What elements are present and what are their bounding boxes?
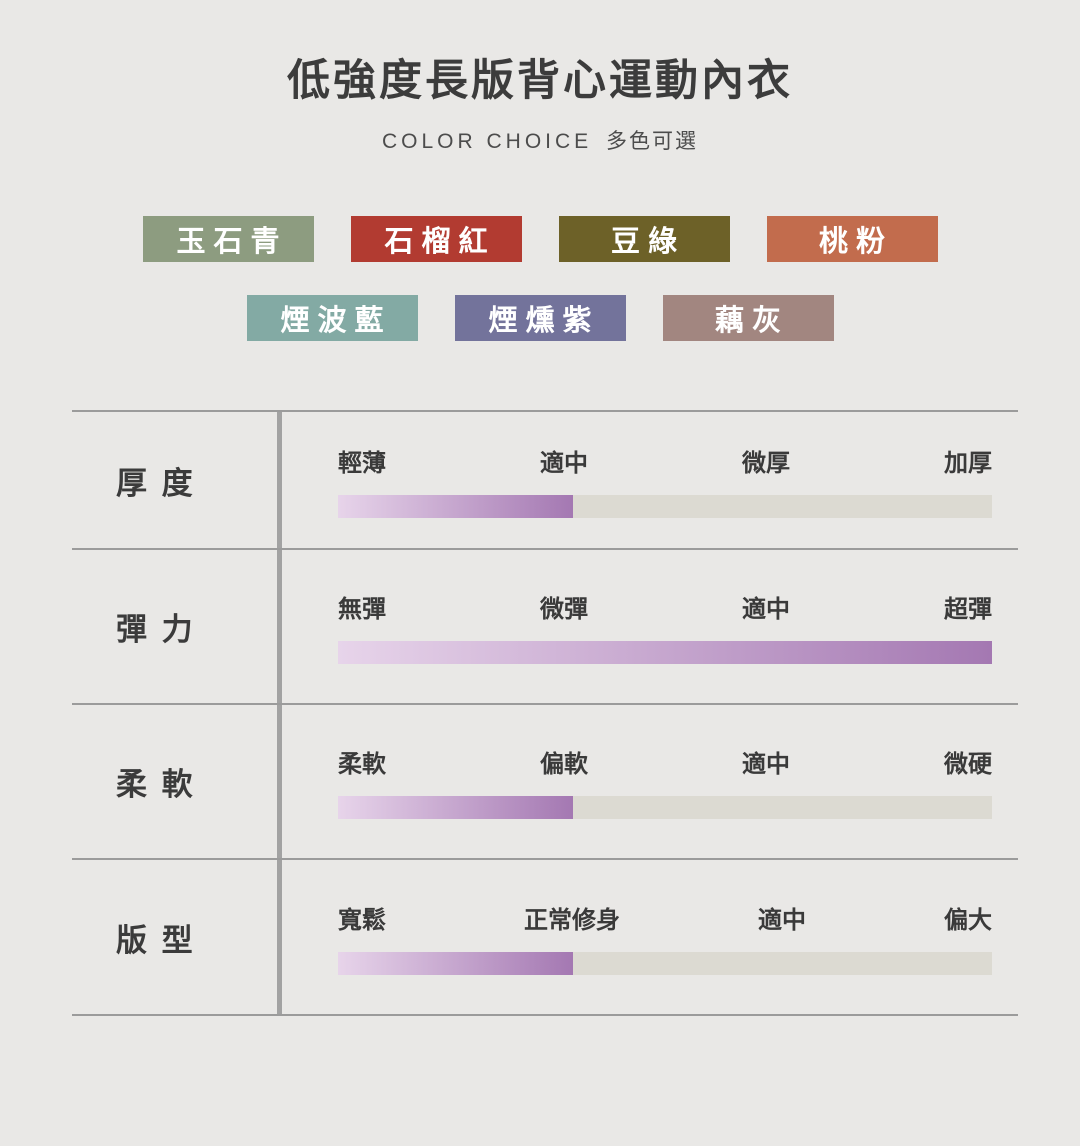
color-swatch: 豆綠	[558, 216, 730, 262]
color-swatch: 石榴紅	[350, 216, 522, 262]
scale-labels: 柔軟 偏軟 適中 微硬	[338, 744, 992, 779]
scale-label: 輕薄	[338, 449, 386, 477]
scale-labels: 輕薄 適中 微厚 加厚	[338, 443, 992, 478]
color-swatch-label: 藕灰	[714, 305, 789, 337]
spec-row: 彈 力 無彈 微彈 適中 超彈	[72, 548, 1018, 703]
scale-label: 微彈	[540, 596, 588, 623]
subtitle: COLOR CHOICE 多色可選	[0, 130, 1080, 154]
color-swatch-label: 石榴紅	[384, 226, 496, 258]
product-infographic: 低強度長版背心運動內衣 COLOR CHOICE 多色可選 玉石青 石榴紅 豆綠 桃粉…	[0, 57, 1080, 1016]
scale-label: 超彈	[944, 596, 992, 623]
scale-label: 適中	[758, 906, 806, 934]
rating-bar-fill	[338, 796, 574, 819]
scale-label: 柔軟	[338, 751, 386, 778]
color-swatch: 玉石青	[142, 216, 314, 262]
subtitle-multi-color: 多色可選	[606, 130, 699, 153]
attribute-name: 彈 力	[72, 550, 282, 703]
rating-bar-track	[338, 641, 992, 664]
page-title: 低強度長版背心運動內衣	[287, 57, 793, 105]
scale-label: 無彈	[338, 596, 386, 623]
scale-labels: 無彈 微彈 適中 超彈	[338, 589, 992, 624]
scale-label: 偏大	[944, 906, 992, 934]
color-swatch-label: 豆綠	[610, 226, 685, 258]
rating-bar-fill	[338, 494, 574, 518]
scale-label: 微硬	[944, 751, 992, 778]
spec-row: 厚 度 輕薄 適中 微厚 加厚	[72, 410, 1018, 548]
rating-bar-fill	[338, 951, 574, 975]
attribute-content: 寬鬆 正常修身 適中 偏大	[282, 860, 1018, 1014]
attribute-name: 版 型	[72, 860, 282, 1014]
attribute-name: 柔 軟	[72, 705, 282, 858]
attribute-content: 柔軟 偏軟 適中 微硬	[282, 705, 1018, 858]
attribute-content: 無彈 微彈 適中 超彈	[282, 550, 1018, 703]
spec-row: 柔 軟 柔軟 偏軟 適中 微硬	[72, 703, 1018, 858]
spec-rating-table: 厚 度輕薄 適中 微厚 加厚彈 力無彈 微彈 適中 超彈柔 軟柔軟 偏軟 適中 微硬版 型寬鬆 正常…	[72, 410, 1018, 1016]
scale-label: 偏軟	[540, 751, 588, 778]
color-swatch: 藕灰	[662, 295, 834, 341]
scale-label: 微厚	[742, 449, 790, 477]
attribute-name: 厚 度	[72, 412, 282, 548]
rating-bar-fill	[338, 641, 992, 664]
rating-bar-track	[338, 951, 992, 975]
color-swatch: 煙波藍	[246, 295, 418, 341]
scale-label: 適中	[540, 449, 588, 477]
scale-label: 正常修身	[524, 906, 620, 934]
color-swatch-label: 煙燻紫	[488, 305, 600, 337]
spec-row: 版 型 寬鬆 正常修身 適中 偏大	[72, 858, 1018, 1016]
color-swatch: 煙燻紫	[454, 295, 626, 341]
color-swatch-label: 桃粉	[818, 226, 893, 258]
scale-label: 加厚	[944, 449, 992, 477]
scale-labels: 寬鬆 正常修身 適中 偏大	[338, 900, 992, 935]
rating-bar-track	[338, 796, 992, 819]
scale-label: 適中	[742, 751, 790, 778]
color-swatch-row-1: 玉石青 石榴紅 豆綠 桃粉	[0, 216, 1080, 262]
color-swatch: 桃粉	[766, 216, 938, 262]
rating-bar-track	[338, 494, 992, 518]
scale-label: 適中	[742, 596, 790, 623]
attribute-content: 輕薄 適中 微厚 加厚	[282, 412, 1018, 548]
color-swatch-label: 玉石青	[176, 226, 288, 258]
subtitle-color-choice: COLOR CHOICE	[381, 130, 593, 153]
scale-label: 寬鬆	[338, 906, 386, 934]
color-swatch-row-2: 煙波藍 煙燻紫 藕灰	[0, 295, 1080, 341]
color-swatch-label: 煙波藍	[280, 305, 392, 337]
